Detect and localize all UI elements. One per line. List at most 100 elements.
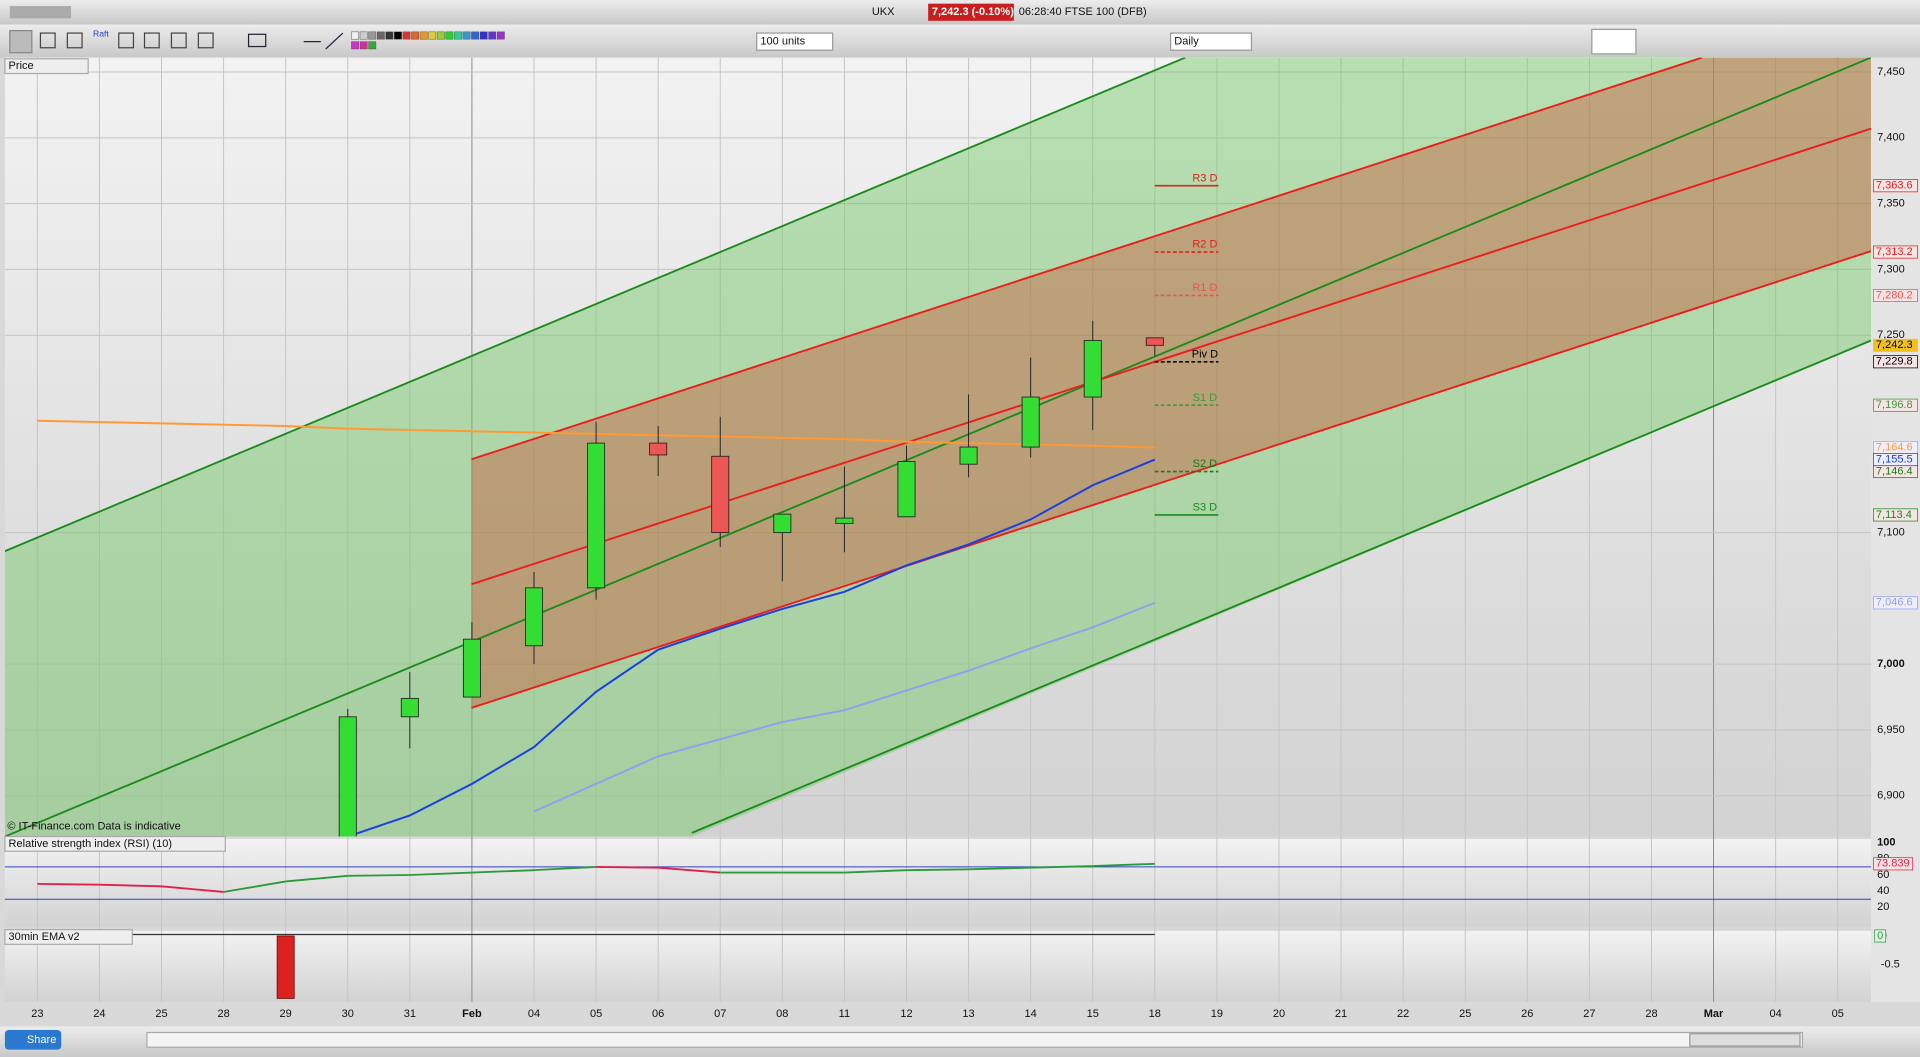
rsi-header[interactable] xyxy=(4,835,226,852)
swatch[interactable] xyxy=(351,41,360,50)
candle-body xyxy=(1083,340,1102,398)
indicator-line xyxy=(347,458,1156,837)
swatch[interactable] xyxy=(394,31,402,40)
price-tag xyxy=(1873,508,1918,522)
price-box xyxy=(928,3,1014,21)
swatch[interactable] xyxy=(454,31,462,40)
ema-header[interactable] xyxy=(4,929,133,945)
x-tick-label: 06 xyxy=(652,1008,664,1020)
swatch[interactable] xyxy=(351,31,360,40)
x-tick-label: 07 xyxy=(714,1008,726,1020)
price-header[interactable] xyxy=(4,58,89,75)
status: 06:28:40 FTSE 100 (DFB) xyxy=(1019,6,1147,18)
y-tick-label: 60 xyxy=(1877,869,1889,881)
interval-text: Daily xyxy=(1174,36,1199,48)
tool-icons[interactable] xyxy=(9,30,344,54)
x-tick-label: 26 xyxy=(1521,1008,1533,1020)
window-controls[interactable] xyxy=(9,6,72,19)
rsi-segment xyxy=(658,866,721,874)
rsi-segment xyxy=(968,866,1031,871)
rsi-segment xyxy=(223,880,286,893)
value-tag-label: 0 xyxy=(1877,930,1883,942)
x-tick-label: 22 xyxy=(1397,1008,1409,1020)
swatch[interactable] xyxy=(359,31,368,40)
y-tick-label: -0.5 xyxy=(1881,958,1900,970)
swatch[interactable] xyxy=(419,31,428,40)
units-select[interactable] xyxy=(756,32,834,51)
rsi-segment xyxy=(347,874,410,877)
color-swatches[interactable] xyxy=(351,31,505,50)
chart-type-button[interactable] xyxy=(1591,28,1637,55)
share-button[interactable] xyxy=(4,1030,62,1050)
y-tick-label: 40 xyxy=(1877,885,1889,897)
price-tag-label: 7,229.8 xyxy=(1876,356,1913,368)
x-tick-label: 29 xyxy=(280,1008,292,1020)
candle-body xyxy=(525,587,544,647)
value-tag xyxy=(1873,857,1914,871)
x-tick-label: 11 xyxy=(839,1008,850,1020)
pivot-label: R1 D xyxy=(1192,282,1217,294)
x-tick-label: Mar xyxy=(1704,1008,1724,1020)
y-tick-label: 20 xyxy=(1877,901,1889,913)
swatch[interactable] xyxy=(368,31,377,40)
swatch[interactable] xyxy=(436,31,445,40)
y-tick-label: 7,400 xyxy=(1877,132,1905,144)
price-tag-label: 7,196.8 xyxy=(1876,399,1913,411)
pivot-label: S3 D xyxy=(1193,502,1218,514)
pivot-label: S2 D xyxy=(1193,458,1218,470)
swatch[interactable] xyxy=(385,31,394,40)
candle-body xyxy=(1145,337,1164,346)
rsi-segment xyxy=(844,869,907,874)
candle-body xyxy=(711,455,730,534)
swatch[interactable] xyxy=(462,31,471,40)
price-tag xyxy=(1873,596,1918,610)
swatch[interactable] xyxy=(471,31,480,40)
candle-body xyxy=(959,446,978,465)
swatch[interactable] xyxy=(428,31,437,40)
x-tick-label: 30 xyxy=(342,1008,354,1020)
price-box-text: 7,242.3 (-0.10%) xyxy=(932,6,1014,18)
swatch[interactable] xyxy=(376,31,385,40)
x-tick-label: 24 xyxy=(93,1008,105,1020)
swatch[interactable] xyxy=(368,41,377,50)
x-tick-label: 25 xyxy=(1459,1008,1471,1020)
y-tick-label: 7,100 xyxy=(1877,526,1905,538)
swatch[interactable] xyxy=(445,31,454,40)
candle-body xyxy=(587,442,606,589)
bar xyxy=(276,935,295,999)
value-tag xyxy=(1874,929,1887,943)
swatch[interactable] xyxy=(479,31,488,40)
x-tick-label: 08 xyxy=(776,1008,788,1020)
price-marks: R3 D R2 D R1 D Piv D S1 D S2 D S3 D xyxy=(37,172,1219,837)
rsi-panel xyxy=(4,838,1872,928)
pivot-label: R3 D xyxy=(1192,172,1217,184)
x-tick-label: 04 xyxy=(1770,1008,1782,1020)
rsi-segment xyxy=(161,885,224,893)
scrollbar[interactable] xyxy=(146,1031,1804,1048)
swatch[interactable] xyxy=(488,31,497,40)
x-tick-label: 05 xyxy=(590,1008,602,1020)
y-tick-label: 7,250 xyxy=(1877,329,1905,341)
swatch[interactable] xyxy=(402,31,411,40)
axes: 6,900 6,950 7,000 7,100 7,250 7,300 7,350 7,400… xyxy=(1873,66,1918,970)
candle-body xyxy=(462,638,481,698)
price-tag-label: 7,242.3 xyxy=(1876,339,1913,351)
swatch[interactable] xyxy=(411,31,420,40)
swatch[interactable] xyxy=(359,41,368,50)
scroll-thumb[interactable] xyxy=(1689,1033,1801,1047)
x-tick-label: 13 xyxy=(962,1008,974,1020)
price-tag xyxy=(1873,453,1918,467)
x-tick-label: 14 xyxy=(1025,1008,1037,1020)
y-tick-label: 7,300 xyxy=(1877,263,1905,275)
interval-select[interactable] xyxy=(1170,32,1253,51)
x-tick-label: 31 xyxy=(404,1008,416,1020)
x-tick-label: 20 xyxy=(1273,1008,1285,1020)
x-tick-label: 25 xyxy=(155,1008,167,1020)
swatch[interactable] xyxy=(496,31,505,40)
indicator-line xyxy=(533,601,1156,813)
price-tag-label: 7,280.2 xyxy=(1876,289,1913,301)
rsi-segment xyxy=(596,865,659,869)
x-tick-label: 18 xyxy=(1149,1008,1161,1020)
